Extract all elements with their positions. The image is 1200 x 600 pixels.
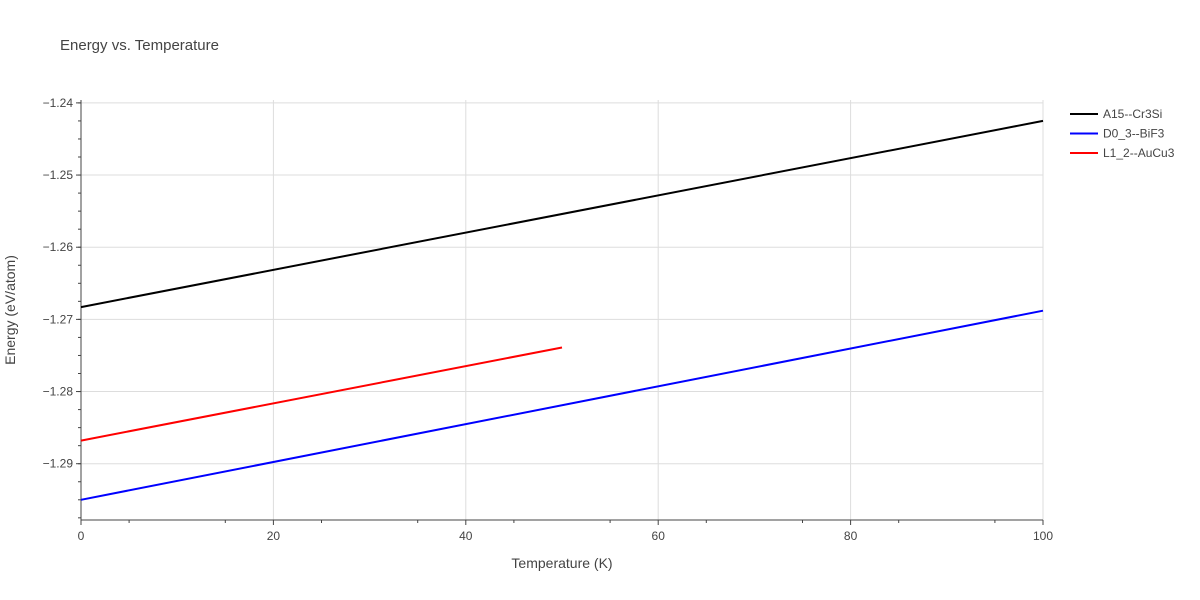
grid [81,100,1044,520]
series-line-2 [80,346,563,442]
y-axis-title: Energy (eV/atom) [2,255,18,365]
x-axis-title: Temperature (K) [511,555,612,571]
legend-label: A15--Cr3Si [1103,107,1162,121]
x-tick-label: 20 [267,529,281,543]
x-tick-label: 100 [1033,529,1053,543]
axes [80,100,1043,521]
y-tick-label: −1.27 [43,312,74,326]
series-line-1 [80,309,1044,501]
y-ticks: −1.24 −1.25 −1.26 −1.27 −1.28 −1.29 [43,96,81,519]
y-tick-label: −1.28 [43,385,74,399]
y-tick-label: −1.24 [43,96,74,110]
y-tick-label: −1.26 [43,240,74,254]
y-tick-label: −1.25 [43,168,74,182]
x-tick-label: 80 [844,529,858,543]
series [80,119,1044,501]
series-line-0 [80,119,1044,309]
x-tick-label: 0 [78,529,85,543]
chart-title: Energy vs. Temperature [60,37,219,54]
legend-label: D0_3--BiF3 [1103,127,1165,141]
legend-label: L1_2--AuCu3 [1103,146,1175,160]
x-tick-label: 40 [459,529,473,543]
y-tick-label: −1.29 [43,457,74,471]
legend: A15--Cr3Si D0_3--BiF3 L1_2--AuCu3 [1070,107,1175,160]
x-ticks: 0 20 40 60 80 100 [78,520,1053,543]
x-tick-label: 60 [652,529,666,543]
